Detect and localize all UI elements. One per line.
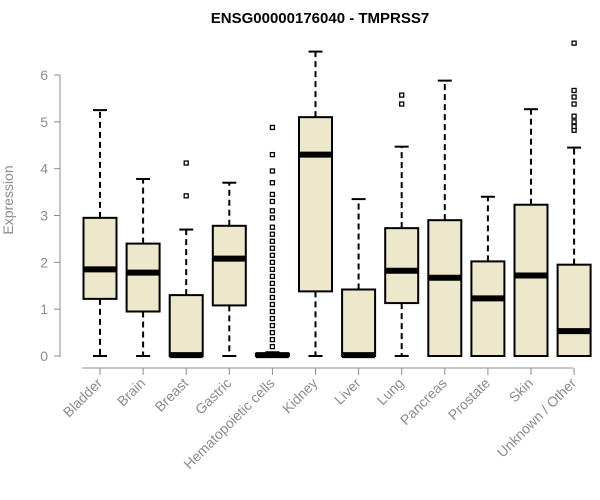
y-tick-label: 2 (40, 254, 48, 270)
outlier-point (269, 322, 276, 329)
outlier-point (571, 101, 577, 107)
outlier-point (269, 124, 276, 131)
box-iqr (82, 216, 118, 300)
x-tick-label: Liver (331, 375, 364, 408)
x-tick-label: Unknown / Other (494, 375, 580, 461)
x-tick-label: Lung (373, 375, 406, 408)
y-tick-label: 6 (40, 67, 48, 83)
outlier-point (571, 94, 577, 100)
outlier-point (269, 294, 276, 301)
box-group (298, 50, 333, 357)
outlier-point (269, 151, 276, 158)
outlier-point (269, 252, 276, 258)
box-iqr (513, 203, 549, 357)
x-tick-label: Brain (114, 375, 148, 409)
outlier-point (269, 280, 276, 287)
box-iqr (211, 224, 247, 307)
chart-title: ENSG00000176040 - TMPRSS7 (211, 10, 429, 27)
box-iqr (427, 219, 463, 357)
outlier-point (269, 208, 276, 214)
outlier-point (269, 336, 276, 343)
outlier-point (269, 301, 276, 308)
outlier-point (269, 224, 276, 230)
y-tick-label: 0 (40, 348, 48, 364)
box-group (384, 92, 420, 357)
box-group (254, 124, 290, 359)
x-tick-label: Breast (151, 375, 191, 415)
outlier-point (571, 40, 577, 46)
outlier-point (269, 238, 276, 244)
box-iqr (168, 294, 204, 358)
boxes (82, 40, 592, 359)
outlier-point (399, 92, 405, 98)
box-group (427, 79, 463, 357)
box-group (513, 108, 549, 357)
outlier-point (269, 215, 276, 221)
y-tick-label: 5 (40, 114, 48, 130)
y-axis-label: Expression (0, 165, 16, 234)
box-group (82, 109, 118, 357)
box-group (125, 177, 161, 357)
y-ticks: 0 1 2 3 4 5 6 (40, 67, 60, 364)
box-iqr (556, 263, 592, 357)
box-iqr (125, 242, 161, 313)
box-group (168, 160, 204, 359)
x-tick-label: Bladder (60, 375, 106, 421)
outlier-point (183, 160, 189, 166)
outlier-point (269, 329, 276, 336)
x-tick-label: Skin (506, 375, 537, 406)
outlier-point (399, 101, 405, 107)
box-iqr (470, 260, 506, 357)
outlier-point (269, 168, 276, 174)
outlier-point (269, 287, 276, 294)
y-tick-label: 4 (40, 161, 48, 177)
outlier-point (571, 123, 577, 130)
box-iqr (384, 227, 420, 305)
box-group (211, 181, 247, 357)
outlier-point (269, 273, 276, 280)
x-tick-label: Kidney (279, 375, 321, 417)
outlier-point (269, 198, 276, 205)
y-tick-label: 1 (40, 301, 48, 317)
outlier-point (269, 259, 276, 265)
y-tick-label: 3 (40, 208, 48, 224)
outlier-point (269, 343, 276, 350)
box-group (341, 198, 377, 359)
outlier-point (571, 87, 577, 94)
box-iqr (341, 288, 377, 358)
outlier-point (183, 193, 189, 199)
box-group (470, 195, 506, 357)
x-tick-label: Prostate (445, 375, 493, 423)
outlier-point (269, 191, 276, 198)
outlier-point (571, 119, 577, 125)
outlier-point (571, 113, 577, 119)
box-iqr (298, 116, 333, 293)
outlier-point (269, 308, 276, 315)
outlier-point (269, 180, 276, 186)
box-group (556, 40, 592, 357)
outlier-point (269, 315, 276, 322)
x-tick-label: Pancreas (397, 375, 450, 428)
x-tick-label: Gastric (192, 375, 235, 418)
outlier-point (269, 266, 276, 273)
outlier-point (269, 245, 276, 251)
outlier-point (269, 231, 276, 237)
